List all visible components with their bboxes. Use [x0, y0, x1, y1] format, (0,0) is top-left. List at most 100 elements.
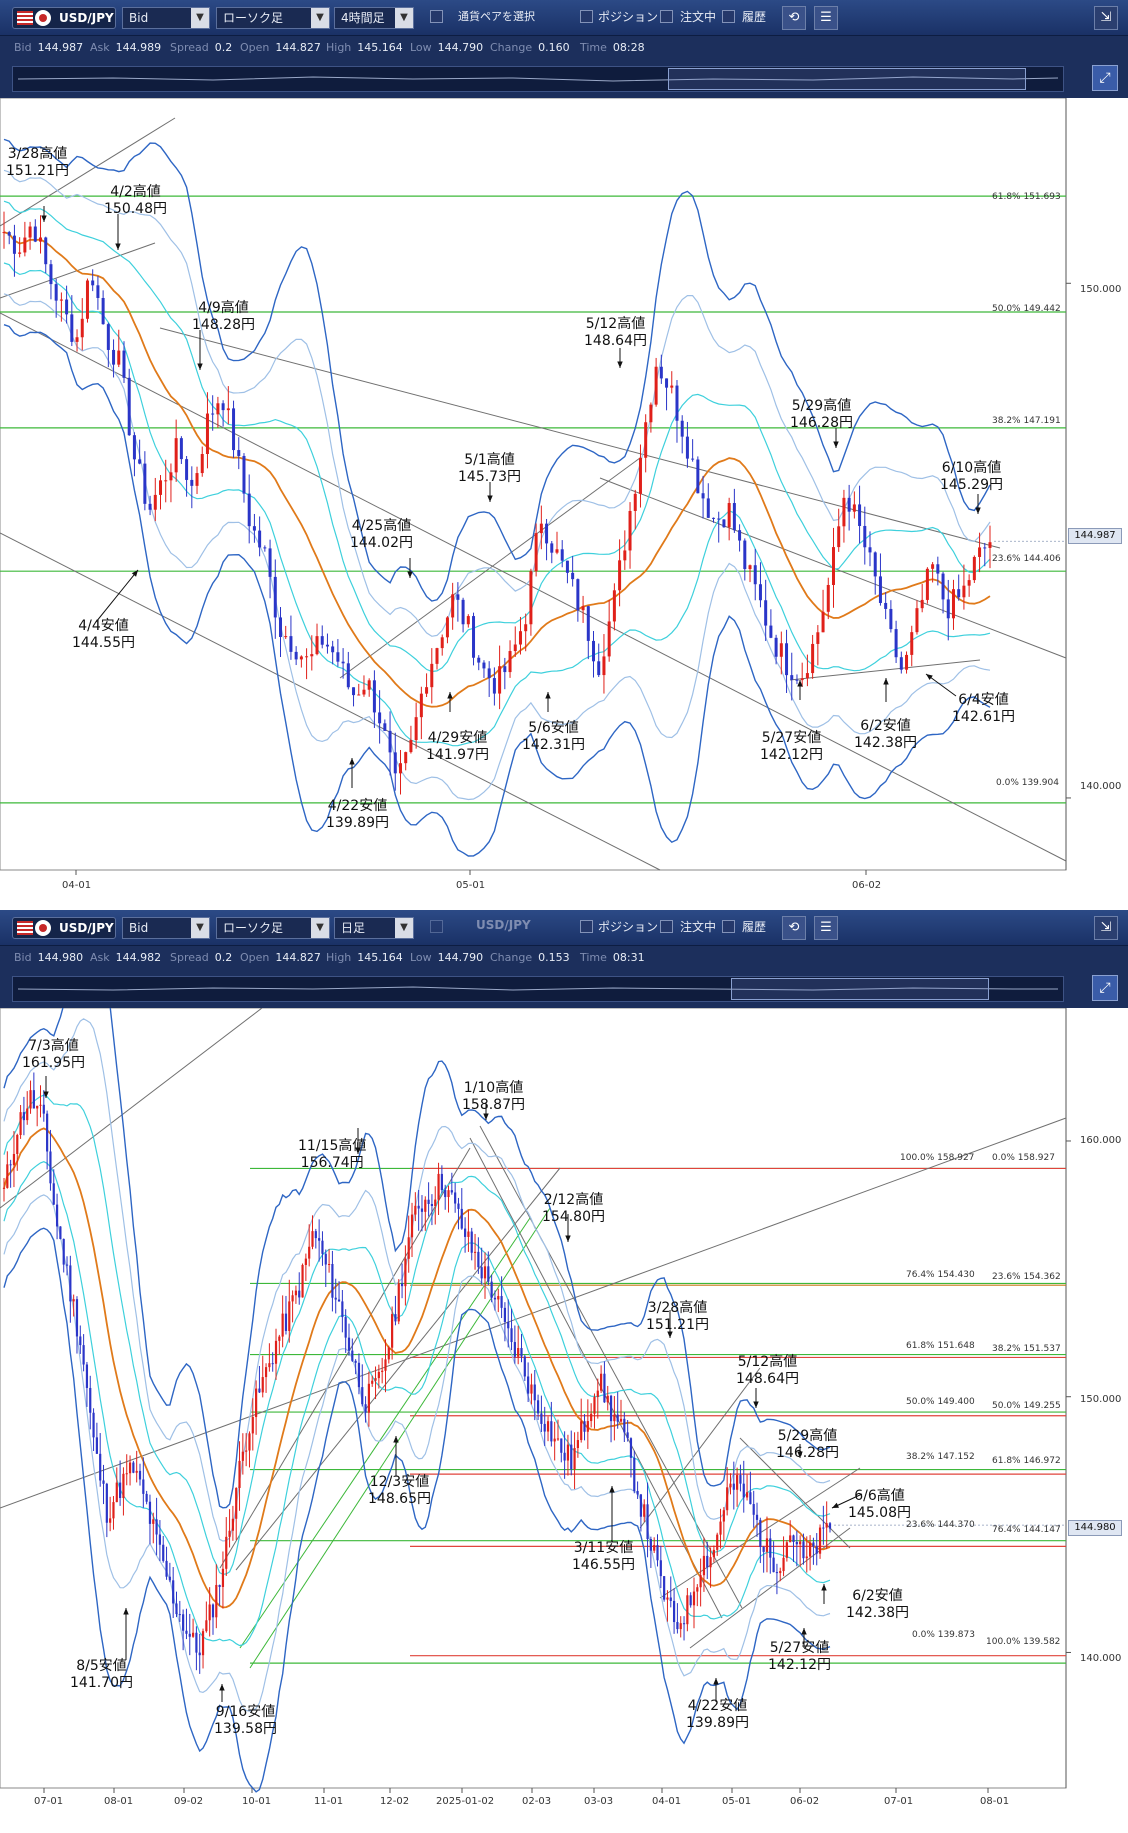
- candle-body: [112, 1502, 115, 1519]
- candle-body: [596, 1390, 599, 1397]
- annotation: 6/2安値 142.38円: [854, 718, 917, 751]
- candle-body: [444, 1190, 447, 1198]
- pair-select-checkbox[interactable]: [430, 10, 443, 23]
- candle-body: [299, 656, 303, 660]
- candle-body: [659, 366, 663, 379]
- expand-icon[interactable]: ⤢: [1092, 975, 1118, 1001]
- candle-body: [404, 1258, 407, 1287]
- fib-label: 38.2% 147.191: [992, 416, 1061, 426]
- candle-body: [346, 663, 350, 688]
- open-info: Open 144.827: [240, 41, 321, 54]
- chart-type-select[interactable]: ローソク足 ▼: [216, 7, 330, 29]
- ytick-label: 150.000: [1080, 1394, 1122, 1405]
- candle-body: [451, 594, 455, 618]
- history-checkbox[interactable]: [722, 920, 735, 933]
- position-checkbox[interactable]: [580, 920, 593, 933]
- collapse-icon[interactable]: ⇲: [1094, 6, 1118, 30]
- chart-area[interactable]: 150.000 140.000 144.987 04-01 05-01 06-0…: [0, 97, 1128, 905]
- pair-select-checkbox[interactable]: [430, 920, 443, 933]
- refresh-icon[interactable]: ⟲: [782, 916, 806, 940]
- candle-body: [109, 1518, 112, 1523]
- candle-body: [884, 602, 888, 609]
- candle-body: [633, 1457, 636, 1491]
- navigator-bar: ⤢: [0, 970, 1128, 1008]
- bollinger-band-lower-3: [3, 324, 991, 857]
- candle-body: [12, 1153, 16, 1165]
- candle-body: [414, 717, 418, 741]
- candle-body: [205, 1620, 208, 1632]
- position-checkbox[interactable]: [580, 10, 593, 23]
- candle-body: [799, 1541, 802, 1545]
- candle-body: [805, 1556, 808, 1559]
- ytick-label: 140.000: [1080, 781, 1122, 792]
- annotation: 2/12高値 154.80円: [542, 1192, 605, 1225]
- candle-body: [437, 1173, 440, 1200]
- navigator-sparkline: [17, 986, 1058, 991]
- time-info: Time 08:31: [580, 951, 645, 964]
- candle-body: [709, 1557, 712, 1568]
- candle-body: [75, 337, 79, 342]
- candle-body: [762, 1546, 765, 1552]
- candle-body: [268, 1363, 271, 1368]
- history-checkbox[interactable]: [722, 10, 735, 23]
- candle-body: [543, 1423, 546, 1432]
- collapse-icon[interactable]: ⇲: [1094, 916, 1118, 940]
- xtick-label: 07-01: [884, 1796, 914, 1807]
- price-type-select[interactable]: Bid ▼: [122, 917, 210, 939]
- timeframe-select[interactable]: 4時間足 ▼: [334, 7, 414, 29]
- order-checkbox[interactable]: [660, 10, 673, 23]
- refresh-icon[interactable]: ⟲: [782, 6, 806, 30]
- candle-body: [951, 589, 955, 619]
- candle-body: [467, 1231, 470, 1237]
- candle-body: [6, 1164, 9, 1188]
- annotation: 5/6安値 142.31円: [522, 720, 585, 753]
- symbol-selector[interactable]: USD/JPY: [12, 7, 116, 29]
- symbol-selector[interactable]: USD/JPY: [12, 917, 116, 939]
- navigator-window[interactable]: [731, 978, 989, 1000]
- annotation-arrowhead: [545, 692, 551, 699]
- candle-body: [128, 1462, 132, 1474]
- navigator-window[interactable]: [668, 68, 1026, 90]
- annotation-arrowhead: [926, 674, 933, 681]
- candle-body: [555, 549, 559, 553]
- candle-body: [42, 1104, 45, 1114]
- candle-body: [16, 1134, 19, 1154]
- annotation-arrowhead: [483, 1113, 489, 1120]
- candle-body: [570, 1444, 573, 1470]
- chart-type-value: ローソク足: [223, 921, 284, 935]
- candle-body: [670, 385, 674, 388]
- price-type-select[interactable]: Bid ▼: [122, 7, 210, 29]
- ytick-label: 150.000: [1080, 284, 1122, 295]
- timeframe-select[interactable]: 日足 ▼: [334, 917, 414, 939]
- chart-area[interactable]: 160.000 150.000 140.000 144.980 07-01 08…: [0, 918, 1128, 1829]
- candle-body: [592, 640, 596, 662]
- candle-body: [616, 1414, 619, 1422]
- order-checkbox[interactable]: [660, 920, 673, 933]
- trend-line: [0, 1007, 263, 1209]
- candle-body: [225, 1536, 228, 1569]
- chart-type-select[interactable]: ローソク足 ▼: [216, 917, 330, 939]
- settings-icon[interactable]: ☰: [814, 6, 838, 30]
- candle-body: [7, 232, 11, 236]
- candle-body: [775, 1572, 779, 1574]
- candle-body: [680, 420, 684, 437]
- navigator-track[interactable]: [12, 976, 1064, 1002]
- order-label: 注文中: [680, 920, 717, 934]
- xtick-label: 10-01: [242, 1796, 272, 1807]
- candle-body: [39, 237, 43, 242]
- expand-icon[interactable]: ⤢: [1092, 65, 1118, 91]
- candle-body: [915, 608, 919, 633]
- annotation: 5/27安値 142.12円: [768, 1640, 831, 1673]
- settings-icon[interactable]: ☰: [814, 916, 838, 940]
- navigator-track[interactable]: [12, 66, 1064, 92]
- ytick-label: 140.000: [1080, 1653, 1122, 1664]
- bid-info: Bid 144.980: [14, 951, 84, 964]
- annotation-arrowhead: [447, 692, 453, 699]
- candle-body: [593, 1396, 596, 1414]
- candle-body: [135, 1470, 138, 1473]
- candle-body: [59, 1226, 62, 1239]
- us-flag-icon: [17, 11, 33, 25]
- candle-body: [774, 637, 778, 657]
- candle-body: [409, 740, 413, 753]
- candle-body: [367, 1383, 370, 1413]
